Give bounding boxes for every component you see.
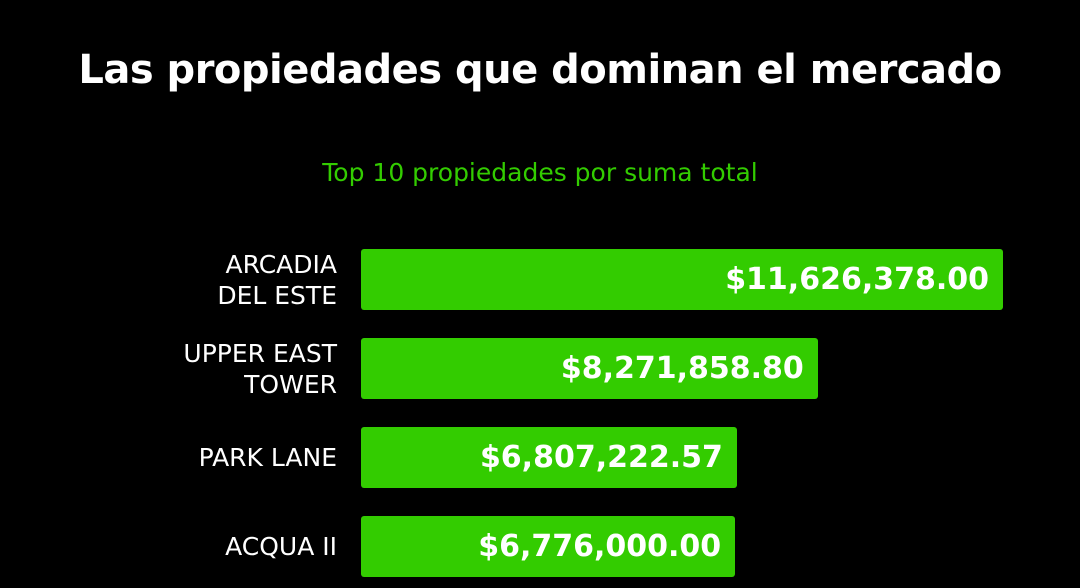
- category-label: PARK LANE: [198, 443, 337, 472]
- category-label: UPPER EAST TOWER: [183, 338, 337, 399]
- data-label: $11,626,378.00: [725, 262, 989, 297]
- chart-title: Las propiedades que dominan el mercado: [78, 47, 1002, 93]
- category-label: ARCADIA DEL ESTE: [217, 249, 337, 310]
- bar: [361, 516, 736, 577]
- data-label: $6,776,000.00: [478, 529, 722, 564]
- data-label: $8,271,858.80: [560, 351, 804, 386]
- category-label: ACQUA II: [225, 532, 337, 561]
- bar: [361, 249, 1003, 310]
- bar: [361, 427, 737, 488]
- bar: [361, 338, 818, 399]
- data-label: $6,807,222.57: [479, 440, 723, 475]
- chart-subtitle: Top 10 propiedades por suma total: [322, 158, 758, 187]
